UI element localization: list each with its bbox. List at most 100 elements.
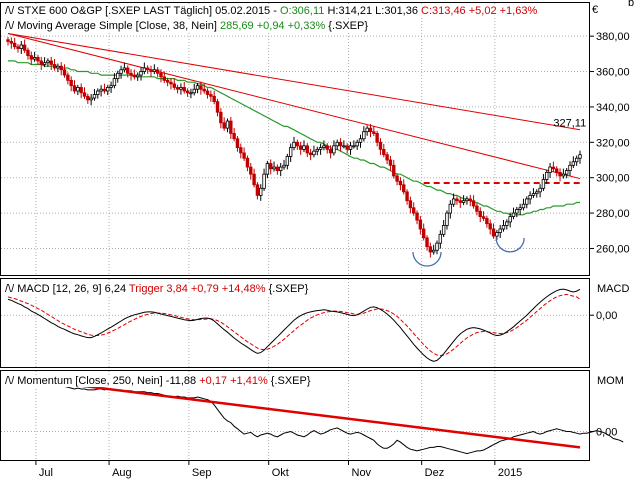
candle-body bbox=[255, 184, 260, 196]
candle-body bbox=[495, 232, 499, 237]
candle-body bbox=[219, 111, 223, 124]
candle-body bbox=[265, 163, 270, 175]
candle-body bbox=[252, 173, 256, 186]
candle-body bbox=[332, 145, 336, 154]
pattern-arc bbox=[495, 237, 525, 253]
candle-body bbox=[358, 138, 363, 143]
candle-body bbox=[92, 94, 97, 99]
candle-body bbox=[59, 65, 63, 71]
candle-body bbox=[521, 203, 526, 209]
candle-body bbox=[385, 154, 389, 161]
macd-header-part: {.SXEP} bbox=[269, 283, 309, 295]
candle-body bbox=[365, 127, 369, 133]
candle-body bbox=[82, 92, 87, 97]
mom-y-tick: 0,00 bbox=[596, 426, 617, 438]
candle-body bbox=[571, 161, 576, 166]
candle-body bbox=[515, 209, 519, 214]
candle-body bbox=[229, 120, 233, 134]
candle-body bbox=[72, 85, 77, 92]
mom-header: /\/ Momentum [Close, 250, Nein] -11,88 +… bbox=[5, 375, 311, 387]
candle-body bbox=[56, 65, 60, 69]
candle-body bbox=[398, 180, 403, 186]
candle-body bbox=[285, 156, 290, 166]
candle-body bbox=[345, 145, 349, 150]
candle-body bbox=[471, 200, 476, 207]
candle-body bbox=[76, 87, 80, 92]
main-header-part: H:314,21 L:301,36 bbox=[327, 5, 421, 17]
candle-body bbox=[96, 90, 100, 95]
candle-body bbox=[239, 147, 243, 154]
candle-body bbox=[525, 198, 529, 205]
candle-body bbox=[6, 39, 10, 42]
x-tick-label: Okt bbox=[272, 467, 289, 479]
candle-body bbox=[165, 79, 170, 83]
candle-body bbox=[232, 133, 236, 140]
candle-body bbox=[461, 200, 466, 203]
x-tick-label: Jul bbox=[39, 467, 53, 479]
candle-body bbox=[189, 92, 193, 95]
candle-body bbox=[545, 171, 549, 180]
candle-body bbox=[275, 166, 280, 172]
main-header-bg bbox=[4, 5, 539, 17]
candle-body bbox=[312, 150, 316, 156]
candle-body bbox=[485, 217, 489, 225]
candle-body bbox=[235, 138, 240, 149]
candle-body bbox=[9, 41, 14, 44]
candle-body bbox=[26, 49, 30, 57]
candle-body bbox=[69, 79, 73, 87]
candle-body bbox=[322, 145, 326, 149]
candle-body bbox=[122, 67, 127, 71]
candle-body bbox=[438, 233, 443, 244]
macd-line bbox=[7, 288, 581, 362]
candle-body bbox=[441, 225, 446, 235]
candle-body bbox=[475, 205, 479, 212]
candle-body bbox=[278, 166, 283, 172]
y-tick-label: 280,00 bbox=[596, 208, 630, 220]
candle-body bbox=[578, 154, 582, 159]
candle-body bbox=[19, 44, 24, 49]
candle-body bbox=[425, 237, 429, 248]
sma-line bbox=[8, 60, 580, 216]
candle-body bbox=[352, 145, 356, 148]
candle-body bbox=[86, 95, 90, 101]
trend-label: 327,11 bbox=[553, 118, 586, 130]
candle-body bbox=[518, 207, 522, 210]
candle-body bbox=[262, 173, 266, 189]
candle-body bbox=[302, 145, 306, 150]
candle-body bbox=[574, 157, 579, 163]
candle-body bbox=[112, 78, 117, 87]
candle-body bbox=[269, 163, 273, 170]
candle-body bbox=[209, 94, 213, 97]
sma-header-part: {.SXEP} bbox=[328, 20, 368, 32]
candle-body bbox=[39, 60, 43, 65]
candle-body bbox=[548, 166, 552, 173]
candle-body bbox=[46, 60, 50, 64]
candle-body bbox=[348, 145, 353, 150]
candle-body bbox=[455, 198, 459, 202]
candle-body bbox=[106, 87, 110, 92]
x-tick-label: Dez bbox=[425, 467, 445, 479]
candle-body bbox=[162, 76, 167, 81]
candle-body bbox=[16, 46, 20, 49]
candle-body bbox=[199, 85, 203, 90]
y-tick-label: 360,00 bbox=[596, 67, 630, 79]
candle-body bbox=[259, 187, 263, 196]
candle-body bbox=[42, 62, 47, 65]
candle-body bbox=[421, 228, 426, 239]
macd-panel-label: MACD bbox=[597, 283, 629, 295]
sma-header-part: /\/ Moving Average Simple [Close, 38, Ne… bbox=[5, 20, 220, 32]
main-header-part: C:313,46 +5,02 +1,63% bbox=[421, 5, 537, 17]
candle-body bbox=[338, 141, 343, 147]
x-tick-label: Sep bbox=[192, 467, 212, 479]
candle-body bbox=[212, 95, 216, 103]
pattern-arc bbox=[412, 251, 442, 267]
macd-header: /\/ MACD [12, 26, 9] 6,24 Trigger 3,84 +… bbox=[5, 283, 309, 295]
mom-panel-label: MOM bbox=[597, 375, 624, 387]
candle-body bbox=[505, 221, 509, 226]
candle-body bbox=[192, 88, 196, 94]
candle-body bbox=[375, 133, 379, 143]
candle-body bbox=[172, 83, 176, 88]
candle-body bbox=[99, 88, 103, 92]
mom-header-bg bbox=[4, 375, 312, 387]
